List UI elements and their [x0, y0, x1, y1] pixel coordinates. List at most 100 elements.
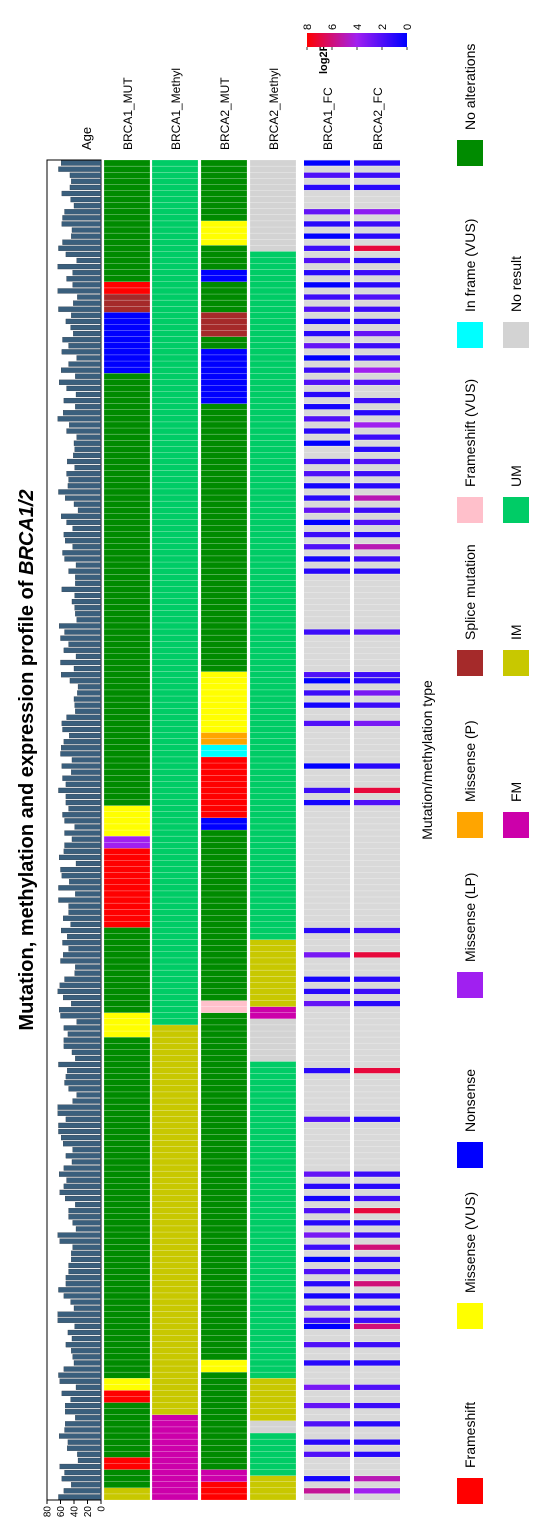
track-cell — [151, 598, 199, 605]
fc-cell — [354, 172, 400, 178]
track-label: BRCA1_FC — [321, 87, 335, 150]
track-cell — [249, 732, 297, 739]
track-cell — [249, 634, 297, 642]
track-cell — [200, 909, 248, 916]
track-cell — [200, 251, 248, 258]
track-cell — [249, 1018, 297, 1026]
track-cell — [249, 354, 297, 362]
colorbar-tick-label: 6 — [327, 24, 339, 30]
track-cell — [151, 695, 199, 703]
track-cell — [200, 531, 248, 538]
track-cell — [151, 1116, 199, 1123]
fc-cell — [354, 245, 400, 251]
track-cell — [151, 1432, 199, 1440]
age-bar — [66, 471, 102, 477]
fc-cell — [354, 568, 400, 574]
track-cell — [249, 994, 297, 1001]
age-bar — [74, 446, 102, 452]
track-cell — [103, 1116, 151, 1123]
track-cell — [151, 586, 199, 593]
legend-label: Missense (VUS) — [462, 1192, 478, 1293]
track-cell — [151, 1493, 199, 1501]
fc-cell — [304, 343, 350, 349]
track-cell — [200, 689, 248, 697]
track-cell — [103, 1414, 151, 1421]
track-cell — [103, 604, 151, 611]
track-cell — [249, 1097, 297, 1105]
fc-cell — [304, 1305, 350, 1311]
track-cell — [103, 842, 151, 849]
fc-cell — [354, 330, 400, 337]
track-cell — [103, 208, 151, 215]
fc-cell — [304, 428, 350, 434]
track-cell — [200, 872, 248, 879]
track-cell — [151, 1091, 199, 1099]
track-cell — [200, 969, 248, 977]
track-cell — [249, 1268, 297, 1275]
track-cell — [249, 951, 297, 959]
track-cell — [103, 775, 151, 782]
track-cell — [103, 671, 151, 678]
track-cell — [151, 1329, 199, 1336]
age-bar — [66, 714, 102, 720]
track-cell — [103, 835, 151, 843]
track-cell — [200, 1426, 248, 1434]
track-cell — [249, 1207, 297, 1214]
track-cell — [103, 458, 151, 465]
track-cell — [249, 1378, 297, 1385]
age-bar — [64, 556, 102, 562]
track-cell — [151, 817, 199, 825]
track-cell — [151, 1067, 199, 1074]
age-bar — [76, 1092, 102, 1098]
track-cell — [249, 1451, 297, 1458]
age-bar — [63, 848, 102, 854]
track-cell — [200, 1268, 248, 1275]
fc-cell — [304, 1116, 350, 1122]
age-bar — [71, 836, 102, 842]
track-cell — [103, 1177, 151, 1184]
track-cell — [103, 933, 151, 940]
track-cell — [200, 781, 248, 788]
track-cell — [151, 1317, 199, 1324]
fc-cell — [354, 458, 400, 465]
track-cell — [103, 178, 151, 185]
track-cell — [103, 1146, 151, 1153]
age-bar — [67, 1067, 102, 1074]
track-cell — [200, 915, 248, 922]
track-cell — [103, 634, 151, 642]
track-cell — [103, 1438, 151, 1446]
age-bar — [67, 1445, 102, 1451]
track-cell — [249, 537, 297, 544]
track-cell — [249, 1371, 297, 1379]
track-cell — [249, 787, 297, 794]
track-cell — [200, 1420, 248, 1428]
legend-item: UM — [503, 465, 529, 523]
track-cell — [249, 257, 297, 264]
track-cell — [249, 957, 297, 965]
track-cell — [103, 1250, 151, 1257]
fc-cell — [354, 397, 400, 404]
track-cell — [200, 208, 248, 215]
track-cell — [249, 909, 297, 916]
track-cell — [151, 860, 199, 867]
age-bar — [62, 215, 102, 221]
track-cell — [200, 1103, 248, 1111]
age-bar — [68, 903, 102, 909]
track-cell — [200, 1475, 248, 1482]
track-cell — [103, 464, 151, 471]
track-cell — [249, 1390, 297, 1397]
track-cell — [151, 1414, 199, 1421]
track-cell — [200, 1384, 248, 1391]
track-cell — [200, 933, 248, 940]
track-cell — [249, 202, 297, 209]
track-cell — [249, 988, 297, 995]
track-cell — [200, 1311, 248, 1318]
track-cell — [151, 1323, 199, 1330]
track-cell — [200, 1043, 248, 1050]
track-cell — [249, 1036, 297, 1044]
track-cell — [200, 1079, 248, 1086]
track-cell — [249, 421, 297, 429]
age-bar — [65, 251, 102, 258]
track-cell — [151, 537, 199, 544]
fc-cell — [304, 257, 350, 264]
